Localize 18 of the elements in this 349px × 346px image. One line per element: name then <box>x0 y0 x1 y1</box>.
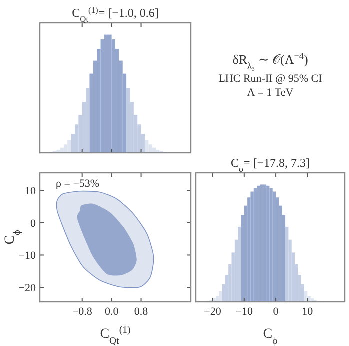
text: LHC Run-II @ 95% CI <box>218 73 323 85</box>
chart-title: C$_{Qt}$$^{(1)}$= [−1.0, 0.6] <box>72 6 159 24</box>
x-tick-label: −20 <box>204 306 222 318</box>
chart-title: C$_{ϕ}$= [−17.8, 7.3] <box>231 156 310 174</box>
y-tick-label: −20 <box>18 282 36 294</box>
y-tick-label: 0 <box>30 218 36 230</box>
text: δR$_{λ₃}$ ∼ 𝒪(Λ$^{−4}$) <box>232 51 308 71</box>
x-tick-label: 0.8 <box>134 306 149 318</box>
x-tick-label: 10 <box>302 306 314 318</box>
annotation: ρ = −53% <box>56 178 100 190</box>
y-tick-label: −10 <box>18 250 36 262</box>
x-tick-label: 0.0 <box>104 306 120 318</box>
y-tick-label: 10 <box>25 186 36 198</box>
x-tick-label: 0 <box>273 306 280 318</box>
x-tick-label: −10 <box>236 306 254 318</box>
x-tick-label: −0.8 <box>72 306 93 318</box>
text: Λ = 1 TeV <box>247 87 294 99</box>
x-axis-title: C$_{ϕ}$ <box>263 327 278 346</box>
